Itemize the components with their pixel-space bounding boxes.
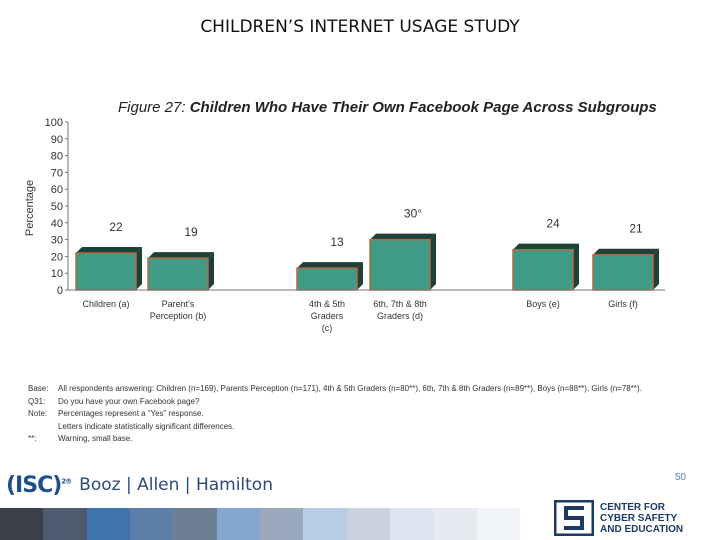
footer-color-block <box>216 508 260 540</box>
y-tick-label: 50 <box>51 201 63 213</box>
ccse-logo: CENTER FOR CYBER SAFETY AND EDUCATION <box>554 497 714 539</box>
category-label: Parent's <box>162 299 195 309</box>
bar-top <box>297 262 363 269</box>
footer-color-block <box>0 508 44 540</box>
bar-side <box>653 248 659 290</box>
note-key <box>28 421 58 434</box>
bar-top <box>76 247 142 254</box>
y-tick-label: 0 <box>57 285 63 297</box>
note-text: All respondents answering: Children (n=1… <box>58 384 642 393</box>
bar-side <box>136 247 142 290</box>
category-label: Perception (b) <box>150 311 207 321</box>
bar-value-label: 19 <box>184 225 198 239</box>
y-tick-label: 90 <box>51 134 63 146</box>
bar-side <box>357 262 363 290</box>
slide-title: CHILDREN’S INTERNET USAGE STUDY <box>200 17 520 37</box>
category-label: Graders <box>311 311 344 321</box>
note-key: Q31: <box>28 396 46 406</box>
y-tick-label: 40 <box>51 218 63 230</box>
bar-chart: 0 10 20 30 40 50 60 70 80 90 100 Percentage 22 Childr… <box>24 117 665 333</box>
note-text: Percentages represent a “Yes” response. <box>58 409 204 418</box>
bar-top <box>370 233 436 240</box>
footer-color-block <box>43 508 87 540</box>
note-row: Note: Percentages represent a “Yes” respo… <box>28 408 708 421</box>
note-row: **: Warning, small base. <box>28 433 708 446</box>
category-label: Girls (f) <box>608 299 638 309</box>
page-number: 50 <box>675 472 687 483</box>
partner-logos: (ISC)2® Booz | Allen | Hamilton <box>6 470 273 500</box>
isc2-logo-text: (ISC) <box>6 472 62 498</box>
ccse-logo-line: CENTER FOR <box>600 501 665 513</box>
bar <box>296 267 358 291</box>
note-key: Base: <box>28 384 49 393</box>
bar-value-label: 21 <box>629 222 643 236</box>
y-tick-label: 10 <box>51 268 63 280</box>
bar-top <box>513 243 579 250</box>
note-key: Note: <box>28 409 48 418</box>
bar <box>592 253 654 291</box>
chart-notes: Base: All respondents answering: Children… <box>28 383 708 446</box>
note-row: Base: All respondents answering: Children… <box>28 383 708 396</box>
note-row: Q31: Do you have your own Facebook page? <box>28 396 708 409</box>
footer-color-block <box>346 508 390 540</box>
footer-color-block <box>86 508 130 540</box>
isc2-logo: (ISC)2® <box>6 472 72 498</box>
note-key: **: <box>28 434 37 443</box>
category-label: 4th & 5th <box>309 299 345 309</box>
y-tick-label: 70 <box>51 167 63 179</box>
category-label: Children (a) <box>82 299 129 309</box>
note-text: Letters indicate statistically significa… <box>58 421 235 431</box>
footer-color-strip <box>0 508 520 540</box>
bar-side <box>208 252 214 290</box>
footer-color-block <box>173 508 217 540</box>
footer-color-block <box>303 508 347 540</box>
y-tick-label: 80 <box>51 151 63 163</box>
note-text: Warning, small base. <box>58 434 133 443</box>
y-tick-label: 30 <box>51 235 63 247</box>
y-tick-label: 20 <box>51 251 63 263</box>
bar-value-label: 30° <box>404 207 422 221</box>
y-tick-label: 60 <box>51 184 63 196</box>
booz-allen-hamilton-logo: Booz | Allen | Hamilton <box>79 475 273 495</box>
note-text: Do you have your own Facebook page? <box>58 396 200 406</box>
bar <box>369 238 431 291</box>
footer-color-block <box>129 508 174 540</box>
bar <box>75 252 137 291</box>
ccse-logo-line: CYBER SAFETY <box>600 512 678 524</box>
footer-color-block <box>433 508 477 540</box>
category-label: 6th, 7th & 8th <box>373 299 427 309</box>
y-axis-label: Percentage <box>24 180 36 236</box>
figure-title: Figure 27: Children Who Have Their Own F… <box>118 98 658 118</box>
category-label: Graders (d) <box>377 311 423 321</box>
ccse-logo-text: CENTER FOR CYBER SAFETY AND EDUCATION <box>600 502 683 535</box>
isc2-logo-sup: 2® <box>61 477 72 486</box>
figure-title-text: Children Who Have Their Own Facebook Pag… <box>189 99 657 116</box>
ccse-logo-line: AND EDUCATION <box>600 523 684 535</box>
category-label: (c) <box>322 323 333 333</box>
bar <box>512 248 574 291</box>
bar-value-label: 24 <box>546 217 560 231</box>
footer-color-block <box>389 508 434 540</box>
y-tick-label: 100 <box>45 117 63 129</box>
bar <box>147 257 209 291</box>
figure-number: Figure 27: <box>118 99 186 116</box>
note-row: Letters indicate statistically significa… <box>28 421 708 434</box>
ccse-shield-icon <box>554 500 594 536</box>
bar-side <box>573 243 579 290</box>
bar-side <box>430 233 436 290</box>
category-label: Boys (e) <box>526 299 560 309</box>
footer-color-block <box>259 508 304 540</box>
bar-top <box>148 252 214 259</box>
footer-color-block <box>476 508 520 540</box>
bar-value-label: 13 <box>330 235 344 249</box>
bar-value-label: 22 <box>109 220 123 234</box>
bar-top <box>593 248 659 255</box>
